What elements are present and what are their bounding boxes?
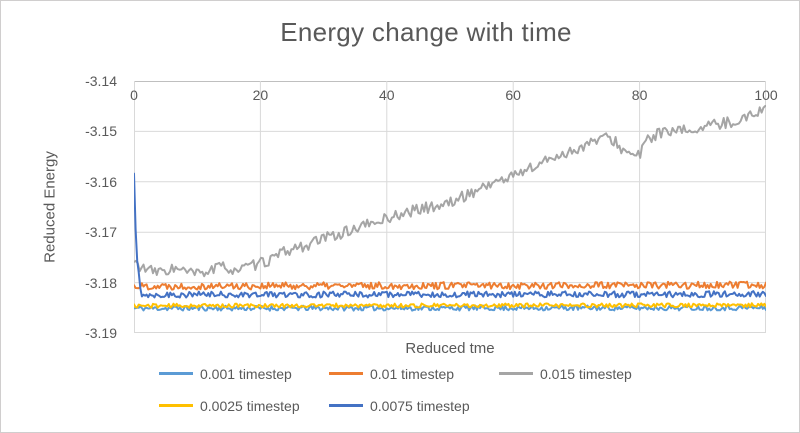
- y-tick-label: -3.16: [85, 173, 117, 190]
- series-line-1: [134, 280, 766, 291]
- series-line-4: [134, 172, 766, 299]
- legend-swatch-line-0001: [159, 372, 193, 375]
- legend-item-0001: 0.001 timestep: [159, 365, 292, 382]
- chart-title: Energy change with time: [280, 17, 572, 47]
- y-tick-label: -3.14: [85, 73, 117, 89]
- y-tick-label: -3.19: [85, 325, 117, 341]
- legend-label: 0.01 timestep: [370, 365, 455, 382]
- x-tick-label: 80: [631, 87, 648, 103]
- plot-area: [134, 81, 766, 333]
- legend-item-00025: 0.0025 timestep: [159, 397, 300, 414]
- legend-label: 0.001 timestep: [200, 365, 292, 382]
- legend-item-001: 0.01 timestep: [329, 365, 454, 382]
- legend-swatch-line-001: [329, 372, 363, 375]
- x-tick-label: 100: [754, 87, 778, 103]
- y-tick-label: -3.15: [85, 123, 117, 140]
- legend-item-00075: 0.0075 timestep: [329, 397, 470, 414]
- series-line-3: [134, 302, 766, 309]
- series-line-0: [134, 304, 766, 312]
- series-line-2: [134, 104, 766, 278]
- legend-label: 0.015 timestep: [540, 365, 632, 382]
- y-tick-label: -3.18: [85, 274, 117, 291]
- legend-label: 0.0075 timestep: [370, 397, 470, 414]
- legend-label: 0.0025 timestep: [200, 397, 300, 414]
- x-tick-label: 60: [505, 87, 521, 103]
- legend-swatch-line-00075: [329, 404, 363, 407]
- legend-item-0015: 0.015 timestep: [499, 365, 632, 382]
- x-tick-label: 0: [130, 87, 138, 103]
- legend-swatch-line-00025: [159, 404, 193, 407]
- legend-swatch-line-0015: [499, 372, 533, 375]
- x-tick-label: 40: [379, 87, 395, 103]
- x-axis-title: Reduced tme: [405, 340, 495, 357]
- y-tick-label: -3.17: [85, 224, 117, 241]
- y-axis-title: Reduced Energy: [41, 151, 59, 263]
- x-tick-label: 20: [252, 87, 269, 103]
